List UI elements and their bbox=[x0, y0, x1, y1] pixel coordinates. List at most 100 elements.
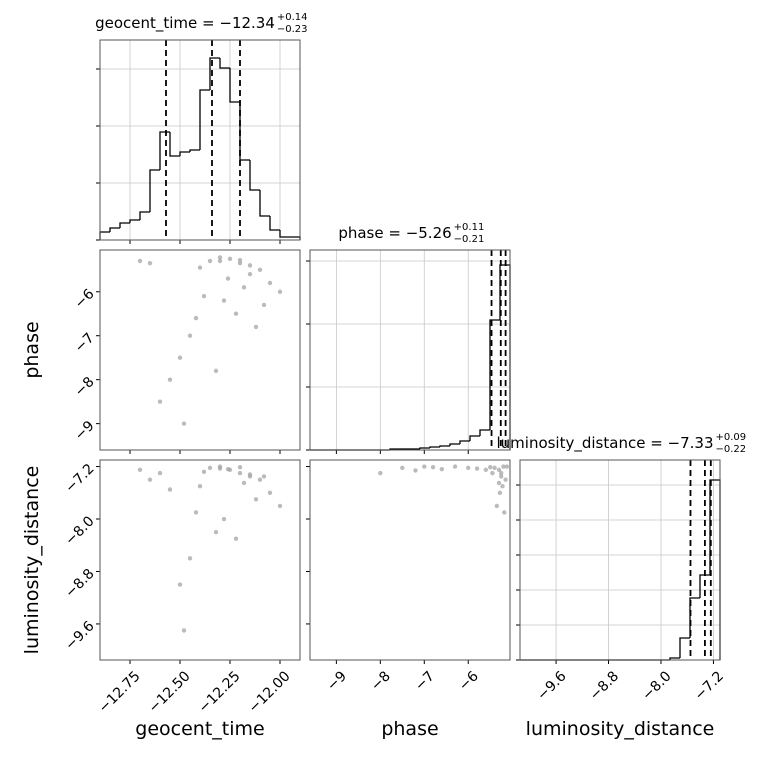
sample-point bbox=[474, 466, 480, 471]
histogram-bin bbox=[179, 151, 190, 156]
sample-point bbox=[241, 480, 247, 486]
histogram-bin bbox=[229, 68, 240, 103]
histogram-bin bbox=[459, 440, 470, 444]
histogram-bin bbox=[129, 219, 140, 223]
y-tick-label: −8.8 bbox=[62, 566, 97, 601]
axes-frame bbox=[309, 459, 511, 661]
sample-point bbox=[225, 276, 231, 281]
title-upper: +0.11 bbox=[454, 222, 485, 233]
histogram-bin bbox=[99, 231, 110, 240]
histogram-bin bbox=[149, 169, 160, 212]
histogram-bin bbox=[479, 429, 490, 436]
sample-point bbox=[261, 302, 267, 308]
y-tick-label: −7 bbox=[72, 330, 98, 356]
sample-point bbox=[177, 582, 183, 587]
sample-point bbox=[227, 256, 233, 261]
sample-point bbox=[496, 480, 502, 486]
y-axis-label: phase bbox=[21, 321, 43, 378]
histogram-bin bbox=[159, 131, 170, 170]
x-tick-label: −12.00 bbox=[246, 668, 294, 716]
sample-point bbox=[157, 399, 163, 404]
sample-point bbox=[137, 467, 143, 473]
sample-point bbox=[187, 556, 193, 561]
sample-point bbox=[213, 368, 219, 374]
histogram-bin bbox=[169, 132, 180, 157]
title-lower: −0.22 bbox=[716, 444, 747, 455]
sample-point bbox=[253, 324, 259, 330]
sample-point bbox=[267, 280, 273, 286]
sample-point bbox=[413, 468, 418, 473]
sample-point bbox=[181, 628, 187, 633]
sample-point bbox=[177, 355, 183, 360]
sample-point bbox=[187, 333, 193, 338]
sample-point bbox=[483, 467, 489, 473]
x-tick-label: −12.75 bbox=[96, 668, 144, 716]
axes-frame bbox=[309, 249, 511, 451]
histogram-bin bbox=[489, 319, 500, 430]
x-tick-label: −9.6 bbox=[534, 668, 569, 703]
histogram-bin bbox=[669, 657, 680, 660]
panel-title: luminosity_distance = −7.33 bbox=[496, 434, 713, 453]
sample-point bbox=[257, 477, 263, 482]
sample-point bbox=[237, 260, 243, 266]
histogram-bin bbox=[119, 222, 130, 228]
title-upper: +0.09 bbox=[716, 432, 747, 443]
histogram-bin bbox=[699, 574, 710, 598]
sample-point bbox=[225, 466, 231, 472]
sample-point bbox=[400, 465, 405, 471]
sample-point bbox=[261, 474, 267, 479]
sample-point bbox=[217, 255, 223, 260]
panel-title: phase = −5.26 bbox=[338, 224, 451, 242]
histogram-bin bbox=[209, 57, 220, 90]
sample-point bbox=[221, 298, 227, 303]
sample-point bbox=[499, 474, 504, 479]
histogram-bin bbox=[429, 446, 440, 448]
y-tick-label: −7.2 bbox=[62, 461, 97, 496]
histogram-bin bbox=[189, 149, 200, 152]
histogram-bin bbox=[239, 102, 250, 161]
x-tick-label: −7 bbox=[412, 668, 438, 694]
sample-point bbox=[247, 472, 253, 477]
sample-point bbox=[267, 490, 273, 495]
histogram-bin bbox=[279, 230, 290, 238]
sample-point bbox=[253, 497, 259, 502]
sample-point bbox=[237, 470, 243, 476]
sample-point bbox=[193, 315, 199, 321]
axes-frame bbox=[99, 39, 301, 241]
y-tick-label: −6 bbox=[72, 286, 98, 312]
x-tick-label: −8.8 bbox=[587, 668, 622, 703]
sample-point bbox=[207, 465, 213, 471]
sample-point bbox=[213, 529, 219, 535]
sample-point bbox=[247, 263, 253, 268]
y-tick-label: −9.6 bbox=[62, 618, 97, 653]
x-tick-label: −12.25 bbox=[196, 668, 244, 716]
sample-point bbox=[490, 470, 495, 476]
sample-point bbox=[207, 258, 213, 264]
sample-point bbox=[237, 465, 243, 470]
sample-point bbox=[181, 421, 187, 426]
sample-point bbox=[233, 536, 239, 541]
histogram-bin bbox=[109, 227, 120, 232]
x-axis-label: phase bbox=[381, 718, 438, 740]
sample-point bbox=[241, 285, 247, 290]
sample-point bbox=[257, 267, 263, 272]
sample-point bbox=[439, 466, 445, 472]
sample-point bbox=[277, 289, 283, 294]
histogram-bin bbox=[249, 160, 260, 191]
panel-title: geocent_time = −12.34 bbox=[95, 14, 275, 33]
sample-point bbox=[503, 477, 508, 482]
histogram-bin bbox=[259, 190, 270, 217]
histogram-bin bbox=[269, 216, 280, 231]
sample-point bbox=[466, 465, 471, 471]
y-tick-label: −8 bbox=[72, 374, 98, 400]
sample-point bbox=[237, 257, 243, 263]
sample-point bbox=[201, 293, 207, 299]
sample-point bbox=[500, 484, 505, 489]
sample-point bbox=[430, 465, 436, 470]
title-lower: −0.21 bbox=[454, 234, 485, 245]
sample-point bbox=[167, 487, 173, 492]
sample-point bbox=[277, 503, 283, 509]
x-tick-label: −6 bbox=[456, 668, 482, 694]
histogram-bin bbox=[439, 445, 450, 447]
sample-point bbox=[501, 464, 506, 469]
